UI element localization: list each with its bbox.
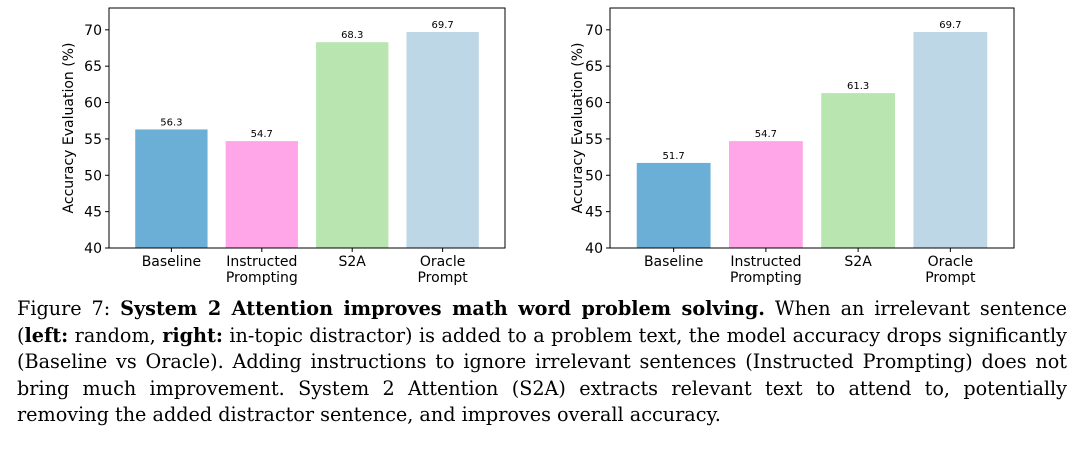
left-y-tick-label-1: 45 — [84, 205, 102, 221]
left-bar-2 — [316, 42, 389, 248]
right-y-tick-label-1: 45 — [585, 205, 603, 221]
figure-caption: Figure 7: System 2 Attention improves ma… — [17, 296, 1067, 429]
left-bar-value-label-3: 69.7 — [431, 20, 453, 31]
right-category-label-3: Oracle Prompt — [925, 254, 976, 286]
left-y-tick-label-4: 60 — [84, 96, 102, 112]
left-y-tick-label-3: 55 — [84, 132, 102, 148]
left-bar-value-label-0: 56.3 — [160, 117, 182, 128]
right-y-tick-label-6: 70 — [585, 23, 603, 39]
right-bar-value-label-3: 69.7 — [939, 20, 961, 31]
left-y-tick-label-0: 40 — [84, 241, 102, 257]
right-bar-value-label-2: 61.3 — [847, 81, 869, 92]
left-bar-1 — [225, 141, 298, 248]
right-y-axis-title: Accuracy Evaluation (%) — [570, 43, 586, 214]
left-y-tick-label-2: 50 — [84, 168, 102, 184]
left-bar-value-label-2: 68.3 — [341, 30, 363, 41]
caption-prefix: Figure 7: — [17, 297, 121, 320]
left-category-label-1: Instructed Prompting — [226, 254, 298, 286]
caption-left-label: left: — [24, 323, 69, 347]
left-bar-chart: 56.3 Baseline 54.7 Instructed Prompting 68.3 S… — [61, 7, 506, 286]
right-bar-2 — [821, 93, 896, 248]
left-category-label-2: S2A — [339, 254, 367, 270]
right-y-tick-label-5: 65 — [585, 59, 603, 75]
right-plot-frame — [609, 7, 1015, 249]
right-y-tick-label-0: 40 — [585, 241, 603, 257]
caption-bold-title: System 2 Attention improves math word pr… — [120, 297, 765, 320]
right-category-label-0: Baseline — [644, 254, 703, 270]
left-y-tick-label-5: 65 — [84, 59, 102, 75]
left-plot-frame — [108, 7, 506, 249]
right-bar-0 — [636, 162, 711, 248]
right-y-tick-label-3: 55 — [585, 132, 603, 148]
caption-text-1: When an irrelevant sentence ( — [17, 297, 1067, 347]
left-bar-value-label-1: 54.7 — [251, 129, 273, 140]
right-category-label-2: S2A — [844, 254, 872, 270]
left-bar-0 — [135, 129, 208, 248]
figure-charts: 56.3 Baseline 54.7 Instructed Prompting 68.3 S… — [61, 7, 1015, 286]
left-y-axis-title: Accuracy Evaluation (%) — [61, 43, 77, 214]
right-bar-value-label-1: 54.7 — [755, 129, 777, 140]
caption-right-label: right: — [162, 323, 223, 347]
left-y-tick-label-6: 70 — [84, 23, 102, 39]
right-category-label-1: Instructed Prompting — [730, 254, 802, 286]
right-y-tick-label-4: 60 — [585, 96, 603, 112]
right-bar-chart: 51.7 Baseline 54.7 Instructed Prompting 61.3 S… — [570, 7, 1015, 286]
right-bar-3 — [913, 32, 988, 248]
right-y-tick-label-2: 50 — [585, 168, 603, 184]
left-category-label-0: Baseline — [142, 254, 201, 270]
left-bar-3 — [406, 32, 479, 248]
left-category-label-3: Oracle Prompt — [417, 254, 468, 286]
caption-text-2: random, — [68, 323, 163, 347]
right-bar-value-label-0: 51.7 — [663, 151, 685, 162]
caption-text-3: in-topic distractor) is added to a probl… — [17, 323, 1067, 427]
right-bar-1 — [728, 141, 803, 248]
